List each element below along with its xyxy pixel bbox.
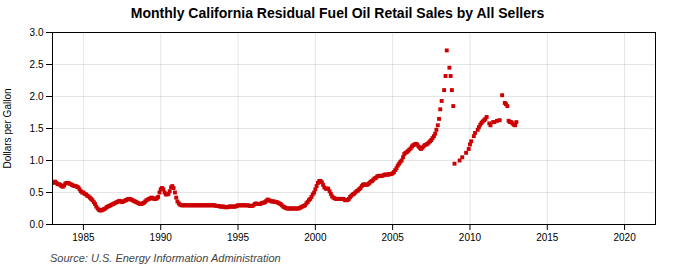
svg-text:0.5: 0.5 xyxy=(30,187,44,198)
svg-text:2010: 2010 xyxy=(459,232,482,243)
svg-text:1995: 1995 xyxy=(227,232,250,243)
html-text:Monthly California Residual Fu: Monthly California Residual Fuel Oil Ret… xyxy=(130,5,545,21)
svg-text:2.0: 2.0 xyxy=(30,91,44,102)
svg-text:2.5: 2.5 xyxy=(30,59,44,70)
svg-text:1985: 1985 xyxy=(72,232,95,243)
svg-text:1.5: 1.5 xyxy=(30,123,44,134)
svg-text:3.0: 3.0 xyxy=(30,27,44,38)
svg-text:Dollars per Gallon: Dollars per Gallon xyxy=(2,88,13,168)
svg-text:1.0: 1.0 xyxy=(30,155,44,166)
svg-text:2005: 2005 xyxy=(382,232,405,243)
svg-text:2020: 2020 xyxy=(613,232,636,243)
svg-text:2000: 2000 xyxy=(304,232,327,243)
html-text:Source: U.S. Energy Informatio: Source: U.S. Energy Information Administ… xyxy=(50,252,281,264)
svg-text:1990: 1990 xyxy=(150,232,173,243)
svg-text:0.0: 0.0 xyxy=(30,219,44,230)
svg-text:2015: 2015 xyxy=(536,232,559,243)
